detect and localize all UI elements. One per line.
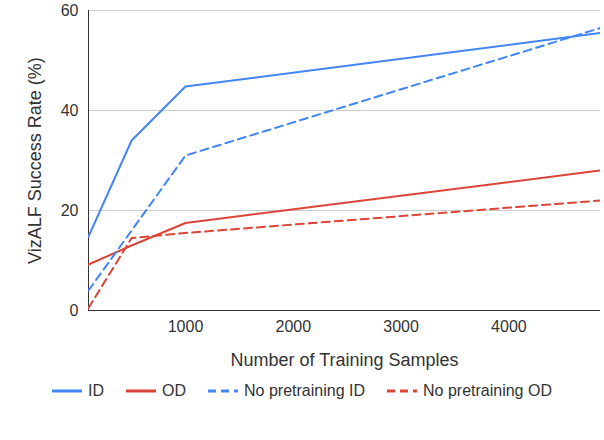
html-text:ID: ID (88, 382, 104, 399)
html-text:OD: OD (162, 382, 186, 399)
svg-text:40: 40 (61, 102, 79, 119)
svg-text:VizALF Success Rate (%): VizALF Success Rate (%) (25, 57, 45, 264)
svg-text:2000: 2000 (276, 318, 312, 335)
html-text:No pretraining ID: No pretraining ID (244, 382, 365, 399)
svg-text:60: 60 (61, 2, 79, 19)
svg-text:1000: 1000 (168, 318, 204, 335)
svg-text:3000: 3000 (383, 318, 419, 335)
svg-text:0: 0 (70, 302, 79, 319)
svg-text:Number of Training Samples: Number of Training Samples (230, 350, 458, 370)
html-text:No pretraining OD: No pretraining OD (423, 382, 552, 399)
svg-text:4000: 4000 (491, 318, 527, 335)
svg-text:20: 20 (61, 202, 79, 219)
